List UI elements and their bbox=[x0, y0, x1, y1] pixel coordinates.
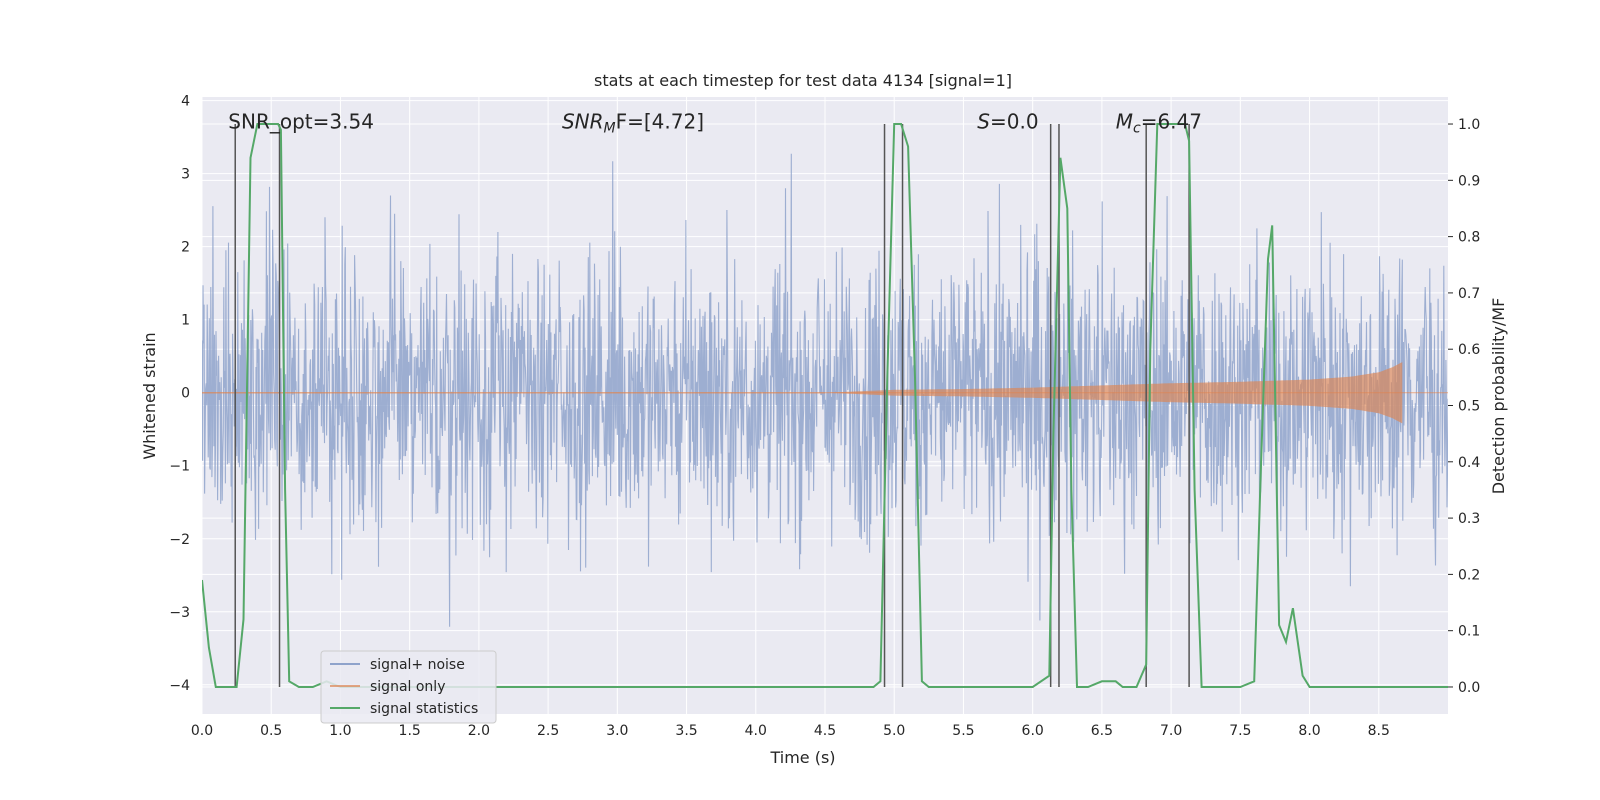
y-axis-ticks: 4 3 2 1 0 −1 −2 −3 −4 bbox=[169, 94, 190, 694]
y-right-tick-label: 0.7 bbox=[1458, 286, 1480, 302]
x-tick-label: 4.0 bbox=[745, 723, 767, 739]
y-right-tick-label: 0.5 bbox=[1458, 399, 1480, 415]
annotation-2: S=0.0 bbox=[977, 109, 1038, 133]
x-axis-label: Time (s) bbox=[769, 748, 835, 767]
y-right-tick-label: 0.1 bbox=[1458, 624, 1480, 640]
x-tick-label: 8.0 bbox=[1298, 723, 1320, 739]
y-tick-label: −2 bbox=[169, 532, 190, 548]
signal-only-series bbox=[202, 362, 1448, 424]
signal-statistics-series bbox=[202, 123, 1448, 688]
annotations: SNR_opt=3.54 SNRMF=[4.72] S=0.0 Mc=6.47 bbox=[228, 109, 1202, 136]
legend-box bbox=[320, 650, 497, 724]
x-tick-label: 6.0 bbox=[1022, 723, 1044, 739]
y-tick-label: 3 bbox=[181, 167, 190, 183]
x-tick-label: 7.5 bbox=[1229, 723, 1251, 739]
annotation-1: SNRMF=[4.72] bbox=[562, 109, 704, 136]
annotation-0: SNR_opt=3.54 bbox=[228, 109, 374, 133]
x-axis-ticks: 0.0 0.5 1.0 1.5 2.0 2.5 3.0 3.5 4.0 4.5 5.0 5.5 6.0 6… bbox=[191, 723, 1390, 739]
x-tick-label: 5.0 bbox=[883, 723, 905, 739]
y-tick-label: −1 bbox=[169, 459, 190, 475]
x-tick-label: 1.5 bbox=[399, 723, 421, 739]
y-tick-label: 1 bbox=[181, 313, 190, 329]
y-right-tick-label: 1.0 bbox=[1458, 117, 1480, 133]
legend-label-signal: signal only bbox=[370, 679, 445, 695]
legend-label-noise: signal+ noise bbox=[370, 657, 465, 673]
chart-title: stats at each timestep for test data 413… bbox=[594, 71, 1012, 90]
y-right-axis-ticks: 1.0 0.9 0.8 0.7 0.6 0.5 0.4 0.3 0.2 0.1 0.0 bbox=[1448, 117, 1480, 696]
y-right-tick-label: 0.9 bbox=[1458, 173, 1480, 189]
y-right-tick-label: 0.4 bbox=[1458, 455, 1480, 471]
x-tick-label: 2.0 bbox=[468, 723, 490, 739]
legend-label-stats: signal statistics bbox=[370, 701, 478, 717]
y-right-tick-label: 0.0 bbox=[1458, 680, 1480, 696]
y-right-tick-label: 0.6 bbox=[1458, 342, 1480, 358]
x-tick-label: 4.5 bbox=[814, 723, 836, 739]
y-tick-label: 4 bbox=[181, 94, 190, 110]
x-tick-label: 6.5 bbox=[1091, 723, 1113, 739]
noise-trace bbox=[202, 153, 1448, 627]
x-tick-label: 2.5 bbox=[537, 723, 559, 739]
y-tick-label: −3 bbox=[169, 605, 190, 621]
y-axis-label: Whitened strain bbox=[140, 332, 159, 459]
x-tick-label: 3.0 bbox=[606, 723, 628, 739]
x-tick-label: 3.5 bbox=[675, 723, 697, 739]
x-tick-label: 0.0 bbox=[191, 723, 213, 739]
y-right-tick-label: 0.8 bbox=[1458, 230, 1480, 246]
legend: signal+ noise signal only signal statist… bbox=[320, 650, 497, 724]
y-tick-label: 0 bbox=[181, 386, 190, 402]
annotation-3: Mc=6.47 bbox=[1116, 109, 1202, 136]
y-right-tick-label: 0.2 bbox=[1458, 567, 1480, 583]
y-right-axis-label: Detection probability/MF bbox=[1489, 298, 1508, 495]
x-tick-label: 1.0 bbox=[329, 723, 351, 739]
statistics-line bbox=[202, 123, 1448, 688]
x-tick-label: 7.0 bbox=[1160, 723, 1182, 739]
y-tick-label: −4 bbox=[169, 678, 190, 694]
x-tick-label: 8.5 bbox=[1368, 723, 1390, 739]
signal-noise-series bbox=[202, 153, 1448, 627]
x-tick-label: 0.5 bbox=[260, 723, 282, 739]
y-tick-label: 2 bbox=[181, 240, 190, 256]
y-right-tick-label: 0.3 bbox=[1458, 511, 1480, 527]
x-tick-label: 5.5 bbox=[952, 723, 974, 739]
